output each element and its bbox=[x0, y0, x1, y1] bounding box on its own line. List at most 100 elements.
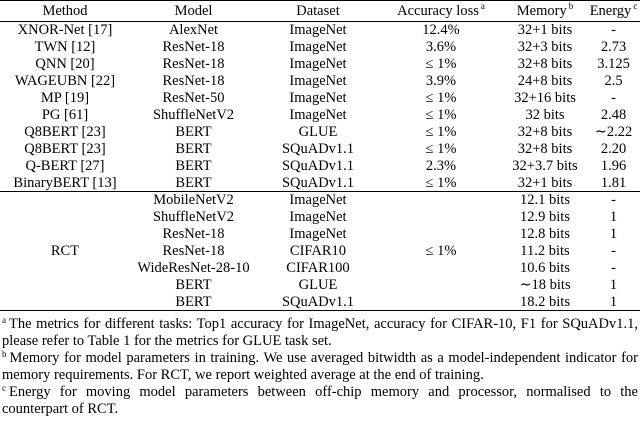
table-cell: ≤ 1% bbox=[425, 174, 457, 191]
rct-row: WideResNet-28-10 CIFAR100 10.6 bits - bbox=[0, 260, 640, 277]
table-cell: 1 bbox=[609, 293, 618, 310]
rct-row: ShuffleNetV2 ImageNet 12.9 bits 1 bbox=[0, 209, 640, 226]
footnote-mark: b bbox=[568, 0, 574, 11]
table-cell: ShuffleNetV2 bbox=[152, 208, 235, 225]
footnote-mark: a bbox=[480, 0, 485, 11]
table-cell: SQuADv1.1 bbox=[281, 293, 355, 310]
table-row: XNOR-Net [17] AlexNet ImageNet 12.4% 32+1 bi… bbox=[0, 22, 640, 39]
table-cell: ImageNet bbox=[289, 55, 347, 72]
table-cell: 32+8 bits bbox=[517, 55, 573, 72]
table-cell: BERT bbox=[175, 293, 212, 310]
table-cell: 1 bbox=[609, 225, 618, 242]
table-cell: BERT bbox=[175, 276, 212, 293]
table-cell: 3.9% bbox=[425, 72, 457, 89]
table-cell: SQuADv1.1 bbox=[281, 140, 355, 157]
table-row: MP [19] ResNet-50 ImageNet ≤ 1% 32+16 bits - bbox=[0, 90, 640, 107]
table-cell: 12.4% bbox=[422, 22, 460, 38]
table-cell: 12.9 bits bbox=[520, 208, 570, 225]
table-cell: ≤ 1% bbox=[425, 89, 457, 106]
table-cell: ≤ 1% bbox=[425, 55, 457, 72]
footnote-mark: c bbox=[633, 0, 638, 11]
rct-row: BERT GLUE ∼18 bits 1 bbox=[0, 277, 640, 294]
footnote-mark: c bbox=[2, 383, 6, 393]
table-cell: BinaryBERT [13] bbox=[13, 174, 117, 191]
column-header-label: Model bbox=[174, 2, 213, 19]
table-cell: 2.3% bbox=[425, 157, 457, 174]
table-cell: TWN [12] bbox=[34, 38, 96, 55]
table-cell: ImageNet bbox=[289, 38, 347, 55]
table-cell: ImageNet bbox=[289, 192, 347, 208]
footnote-mark: a bbox=[2, 315, 6, 325]
rct-method-cell: RCT bbox=[50, 242, 80, 259]
table-cell: CIFAR10 bbox=[289, 242, 347, 259]
table-cell: 11.2 bits bbox=[520, 242, 570, 259]
table-cell: 1 bbox=[609, 276, 618, 293]
table-cell: 32 bits bbox=[525, 106, 565, 123]
table-row: Q8BERT [23] BERT SQuADv1.1 ≤ 1% 32+8 bits 2.2… bbox=[0, 141, 640, 158]
table-cell: 32+16 bits bbox=[514, 89, 576, 106]
table-cell: - bbox=[611, 259, 616, 276]
table-cell: MP [19] bbox=[40, 89, 90, 106]
rct-row: ResNet-18 ImageNet 12.8 bits 1 bbox=[0, 226, 640, 243]
column-header: Accuracy loss a bbox=[379, 1, 503, 22]
table-cell: AlexNet bbox=[168, 22, 219, 38]
table-cell: ≤ 1% bbox=[425, 140, 457, 157]
comparison-table: Method Model Dataset Accuracy loss a Memory b E… bbox=[0, 0, 640, 311]
table-row: Q8BERT [23] BERT GLUE ≤ 1% 32+8 bits ∼2.22 bbox=[0, 124, 640, 141]
table-cell: ResNet-50 bbox=[162, 89, 225, 106]
table-cell: - bbox=[611, 192, 616, 208]
table-cell: - bbox=[611, 22, 616, 38]
table-cell: WAGEUBN [22] bbox=[14, 72, 116, 89]
table-cell: 32+8 bits bbox=[517, 123, 573, 140]
footnote-text: The metrics for different tasks: Top1 ac… bbox=[2, 316, 638, 349]
table-row: WAGEUBN [22] ResNet-18 ImageNet 3.9% 24+8 bi… bbox=[0, 73, 640, 90]
table-row: TWN [12] ResNet-18 ImageNet 3.6% 32+3 bits 2.… bbox=[0, 39, 640, 56]
table-cell: ∼18 bits bbox=[519, 276, 571, 293]
footnote: a The metrics for different tasks: Top1 a… bbox=[0, 316, 640, 350]
table-row: PG [61] ShuffleNetV2 ImageNet ≤ 1% 32 bits 2.… bbox=[0, 107, 640, 124]
table-cell: GLUE bbox=[298, 123, 338, 140]
table-cell: MobileNetV2 bbox=[153, 192, 234, 208]
table-cell: CIFAR100 bbox=[286, 259, 350, 276]
table-cell: 1.81 bbox=[600, 174, 627, 191]
table-cell: 32+3.7 bits bbox=[512, 157, 578, 174]
table-cell: BERT bbox=[175, 123, 212, 140]
table-cell: Q8BERT [23] bbox=[24, 140, 106, 157]
column-header-label: Memory bbox=[516, 2, 567, 19]
table-cell: ∼2.22 bbox=[594, 123, 633, 140]
column-header-label: Method bbox=[42, 2, 88, 19]
column-header: Model bbox=[130, 1, 257, 22]
table-cell: SQuADv1.1 bbox=[281, 157, 355, 174]
table-cell: 1 bbox=[609, 208, 618, 225]
table-cell: 18.2 bits bbox=[520, 293, 570, 310]
column-header: Energy c bbox=[587, 1, 640, 22]
table-cell: 3.6% bbox=[425, 38, 457, 55]
table-cell: 32+1 bits bbox=[517, 174, 573, 191]
table-footnotes: a The metrics for different tasks: Top1 a… bbox=[0, 316, 640, 418]
table-cell: ResNet-18 bbox=[162, 38, 225, 55]
column-header-label: Accuracy loss bbox=[397, 2, 479, 19]
table-cell: - bbox=[611, 89, 616, 106]
column-header-label: Dataset bbox=[296, 2, 340, 19]
table-cell: 32+8 bits bbox=[517, 140, 573, 157]
footnote-text: Memory for model parameters in training.… bbox=[2, 350, 638, 383]
table-cell: - bbox=[611, 242, 616, 259]
table-cell: ImageNet bbox=[289, 72, 347, 89]
table-cell: BERT bbox=[175, 157, 212, 174]
table-cell: ≤ 1% bbox=[425, 106, 457, 123]
table-cell: SQuADv1.1 bbox=[281, 174, 355, 191]
rct-accuracy-cell: ≤ 1% bbox=[425, 242, 457, 259]
table-cell: 3.125 bbox=[597, 55, 630, 72]
column-header: Memory b bbox=[503, 1, 587, 22]
table-cell: 2.73 bbox=[600, 38, 627, 55]
footnote: b Memory for model parameters in training… bbox=[0, 350, 640, 384]
table-cell: 24+8 bits bbox=[517, 72, 573, 89]
table-cell: ImageNet bbox=[289, 89, 347, 106]
table-cell: BERT bbox=[175, 174, 212, 191]
table-cell: Q8BERT [23] bbox=[24, 123, 106, 140]
table-cell: ImageNet bbox=[289, 225, 347, 242]
table-cell: WideResNet-28-10 bbox=[137, 259, 250, 276]
table-cell: 2.5 bbox=[604, 72, 623, 89]
table-cell: ResNet-18 bbox=[162, 55, 225, 72]
